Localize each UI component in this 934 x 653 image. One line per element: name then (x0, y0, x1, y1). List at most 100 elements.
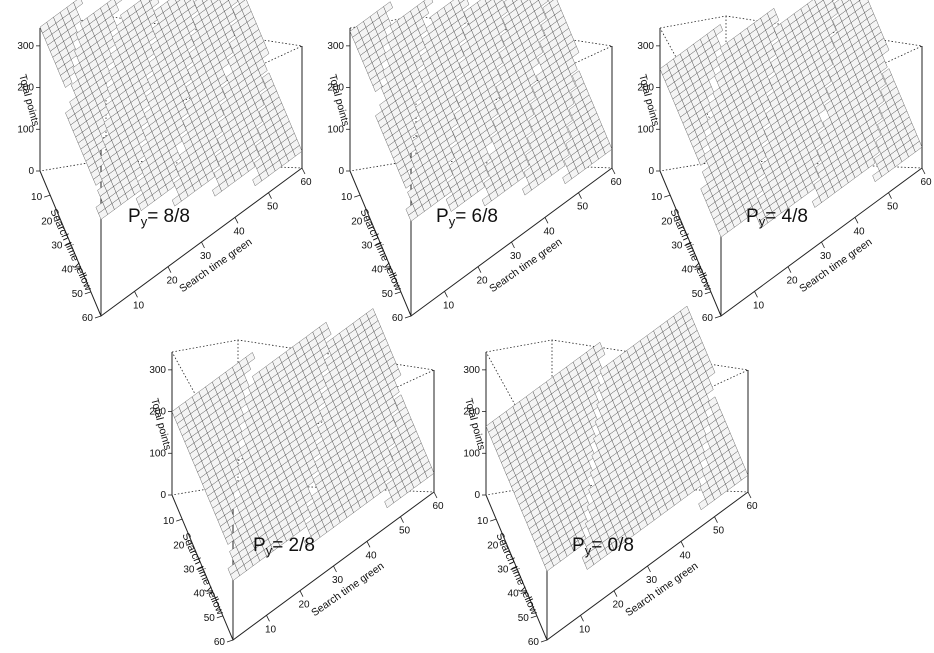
x-tick-label: 10 (265, 624, 277, 635)
surface-facet (171, 194, 182, 207)
z-axis-label: Total points (16, 73, 41, 127)
x-tick-label: 40 (543, 226, 555, 237)
z-tick-label: 0 (28, 166, 34, 177)
surface-facet (382, 65, 393, 78)
x-tick-label: 60 (746, 501, 758, 512)
surface-facet (452, 126, 463, 138)
z-axis-label: Total points (462, 397, 487, 451)
y-tick-label: 20 (661, 216, 673, 227)
y-tick-label: 60 (82, 313, 94, 324)
surface-facet (702, 166, 712, 179)
z-axis-label: Total points (148, 397, 173, 451)
surface-facet (230, 529, 241, 541)
surface-facet (589, 467, 600, 479)
y-tick-label: 20 (351, 216, 363, 227)
surface-facet (137, 176, 148, 188)
z-axis: 0 100 200 300 Total points (16, 41, 41, 177)
surface-facet (221, 82, 232, 95)
surface-facet (708, 98, 719, 111)
surface-facet (349, 26, 360, 38)
y-tick-label: 40 (372, 265, 384, 276)
surface-facet (413, 118, 424, 131)
surface-mesh (349, 0, 613, 222)
surface-facet (703, 447, 713, 460)
surface-facet (458, 58, 469, 70)
surface-facet (317, 422, 328, 435)
surface-facet (706, 413, 717, 426)
surface-facet (481, 194, 492, 207)
surface-facet (79, 17, 90, 30)
surface-facet (586, 501, 597, 513)
x-tick-label: 20 (786, 276, 798, 287)
surface-facet (193, 0, 204, 9)
surface-facet (833, 0, 844, 10)
surface-facet (234, 495, 244, 507)
z-tick-label: 100 (637, 124, 654, 135)
surface-facet (503, 0, 514, 9)
y-tick-label: 60 (528, 637, 540, 648)
surface-facet (773, 23, 784, 35)
surface-facet (494, 98, 504, 111)
panel-label: Py= 0/8 (572, 535, 634, 558)
surface-mesh (485, 305, 749, 572)
surface-facet (449, 160, 459, 172)
x-tick-label: 30 (820, 251, 832, 262)
surface-facet (581, 552, 592, 564)
surface-facet (74, 45, 84, 58)
surface-facet (384, 496, 395, 509)
surface-panel-2-8: 0 100 200 300 Total points 10 20 30 40 50 60 Search… (140, 308, 444, 648)
surface-facet (830, 32, 841, 44)
z-tick-label: 0 (160, 490, 166, 501)
y-tick-label: 60 (702, 313, 714, 324)
surface-facet (591, 450, 602, 462)
surface-facet (485, 160, 495, 173)
surface-facet (483, 177, 494, 190)
surface-facet (596, 399, 607, 411)
y-tick-label: 40 (508, 589, 520, 600)
y-tick-label: 50 (204, 613, 216, 624)
surface-facet (171, 406, 182, 418)
x-tick-label: 20 (298, 600, 310, 611)
surface-facet (182, 115, 193, 128)
surface-facet (120, 10, 130, 22)
surface-facet (490, 132, 501, 145)
surface-facet (39, 21, 50, 34)
x-axis-label: Search time green (177, 236, 254, 295)
surface-facet (102, 134, 112, 146)
x-tick-label: 30 (510, 251, 522, 262)
surface-facet (568, 104, 579, 116)
surface-facet (229, 546, 240, 558)
z-tick-label: 200 (463, 407, 480, 418)
surface-facet (768, 74, 779, 86)
surface-facet (445, 194, 456, 206)
surface-facet (818, 128, 829, 140)
surface-facet (387, 462, 398, 474)
z-axis: 0 100 200 300 Total points (462, 365, 487, 501)
surface-facet (485, 420, 496, 433)
surface-facet (230, 20, 241, 33)
panel-label: Py= 8/8 (128, 206, 190, 229)
surface-facet (570, 87, 581, 99)
y-tick-label: 30 (671, 241, 683, 252)
y-tick-label: 10 (651, 192, 663, 203)
y-tick-label: 50 (382, 289, 394, 300)
surface-facet (416, 84, 427, 97)
surface-mesh (659, 0, 923, 238)
surface-facet (262, 72, 272, 84)
surface-facet (247, 382, 258, 394)
surface-facet (153, 6, 164, 18)
surface-facet (103, 117, 114, 129)
panel-label: Py= 2/8 (253, 535, 315, 558)
x-tick-label: 40 (233, 226, 245, 237)
surface-facet (190, 30, 201, 43)
surface-facet (420, 50, 430, 63)
surface-facet (762, 142, 773, 154)
surface-facet (148, 57, 159, 69)
surface-facet (875, 136, 886, 148)
y-tick-label: 20 (41, 216, 53, 227)
surface-facet (405, 203, 416, 216)
surface-facet (390, 428, 401, 440)
x-axis-label: Search time green (797, 236, 874, 295)
surface-facet (139, 159, 149, 171)
